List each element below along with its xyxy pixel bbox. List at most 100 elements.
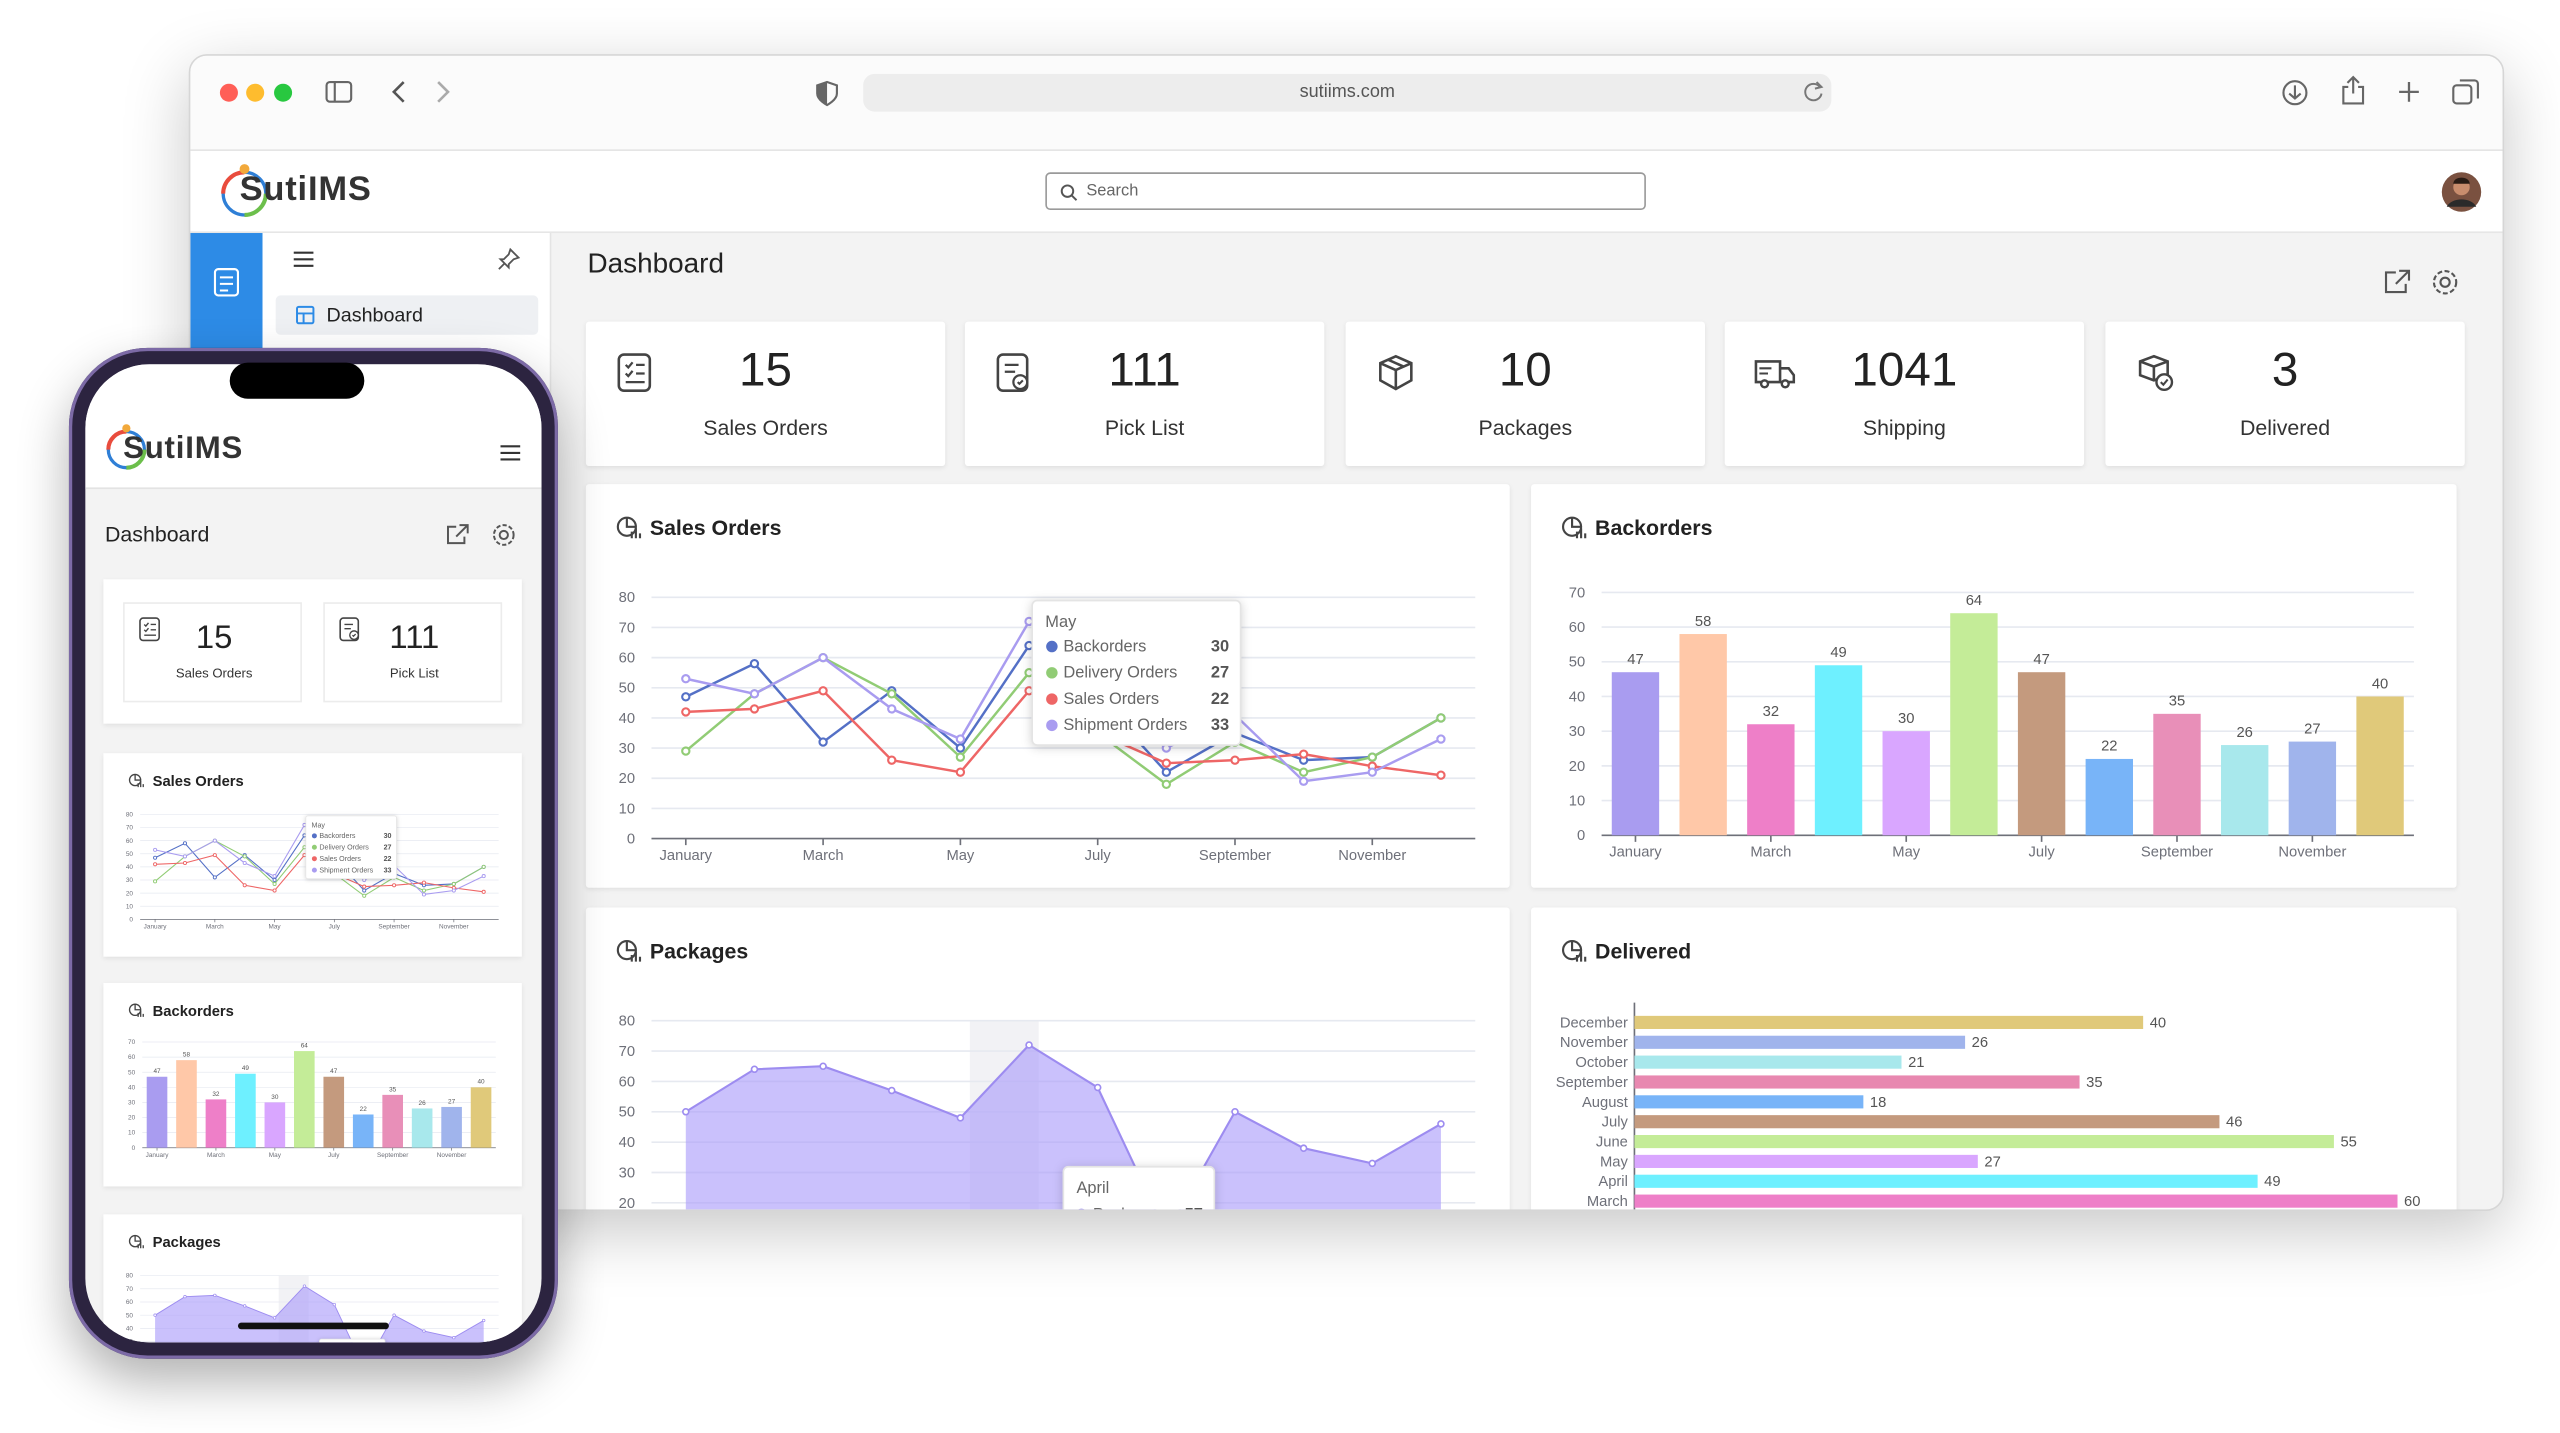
bar-value-label: 22	[360, 1106, 368, 1113]
home-indicator	[237, 1322, 389, 1330]
chart: 0 10 20 30 40 50 60 70 80 January March May July Sept…	[126, 812, 499, 931]
x-tick-label: March	[206, 924, 224, 931]
zoom-button[interactable]	[274, 83, 293, 102]
kpi-card[interactable]: 3 Delivered	[2105, 321, 2465, 467]
y-tick-label: 70	[619, 1044, 635, 1060]
data-point	[1161, 767, 1172, 777]
data-point	[681, 746, 691, 756]
x-tick-label: March	[803, 848, 844, 864]
settings-button[interactable]	[2430, 267, 2460, 297]
icon	[1561, 940, 1587, 962]
sidebar-toggle[interactable]	[325, 80, 355, 105]
minimize-button[interactable]	[246, 83, 265, 102]
bar-value-label: 58	[1695, 614, 1711, 630]
data-point	[212, 875, 217, 880]
chart-title: Delivered	[1595, 938, 1692, 964]
data-point	[955, 734, 966, 744]
logo-text[interactable]: SutiIMS	[239, 170, 372, 209]
bar-value-label: 40	[2372, 676, 2388, 692]
bar-value-label: 35	[2169, 694, 2185, 710]
data-point	[392, 883, 397, 888]
kpi-card[interactable]: 111 Pick List	[323, 602, 503, 703]
data-point	[681, 674, 691, 684]
forward-button[interactable]	[433, 80, 453, 103]
y-tick-label: 50	[619, 681, 635, 697]
data-point	[332, 1302, 336, 1307]
close-button[interactable]	[219, 83, 238, 102]
y-tick-label: 80	[619, 1014, 635, 1030]
kpi-card[interactable]: 111 Pick List	[964, 321, 1325, 467]
tooltip-value: 33	[1211, 716, 1229, 734]
nav-item[interactable]: Dashboard	[275, 295, 539, 335]
bar-value-label: 26	[1972, 1035, 1988, 1051]
bar	[470, 1087, 492, 1148]
y-tick-label: 10	[619, 801, 635, 817]
menu-button[interactable]	[499, 443, 522, 463]
new-tab-button[interactable]	[2398, 80, 2421, 103]
logo-text[interactable]: SutiIMS	[123, 431, 244, 467]
chart-card: Delivered December 40 November 26 October 21 Se…	[1531, 907, 2457, 1210]
tabs-overview-button[interactable]	[2452, 79, 2480, 107]
back-button[interactable]	[389, 80, 409, 103]
bar	[1634, 1095, 1864, 1109]
reload-button[interactable]	[1802, 80, 1825, 103]
bar	[2220, 745, 2269, 836]
chart-title: Packages	[152, 1234, 221, 1251]
data-point	[1231, 1108, 1239, 1116]
x-tick-label: September	[2141, 845, 2213, 861]
data-point	[887, 704, 897, 714]
y-tick-label: 0	[132, 1145, 136, 1152]
y-tick-label: 40	[1569, 689, 1585, 705]
export-button[interactable]	[445, 522, 471, 547]
data-point	[1367, 752, 1377, 762]
data-point	[302, 1284, 307, 1288]
bar	[264, 1102, 286, 1148]
y-tick-label: 30	[126, 1339, 134, 1343]
series-area	[685, 1044, 1441, 1210]
y-tick-label: 70	[128, 1039, 136, 1046]
y-tick-label: 40	[128, 1084, 136, 1091]
tooltip-title: May	[1045, 613, 1077, 631]
bar	[1634, 1154, 1978, 1168]
user-avatar[interactable]	[2440, 171, 2483, 214]
x-tick-label: November	[437, 1152, 467, 1159]
bar-value-label: 26	[2236, 725, 2252, 741]
menu-button[interactable]	[292, 249, 315, 269]
y-tick-label: 40	[126, 1326, 134, 1333]
data-point	[749, 704, 760, 714]
series-line	[154, 1285, 484, 1343]
y-tick-label: August	[1582, 1095, 1628, 1111]
kpi-value: 111	[389, 620, 440, 657]
x-tick-label: July	[1085, 848, 1112, 864]
address-bar[interactable]: sutiims.com	[863, 73, 1832, 112]
export-button[interactable]	[2383, 267, 2413, 295]
x-tick-label: July	[2028, 845, 2055, 861]
kpi-card[interactable]: 1041 Shipping	[1724, 321, 2085, 467]
settings-button[interactable]	[491, 522, 517, 548]
data-point	[421, 892, 426, 897]
x-tick-label: September	[1199, 848, 1271, 864]
rail-icon[interactable]	[213, 267, 240, 297]
search-box[interactable]: Search	[1045, 172, 1646, 211]
pin-button[interactable]	[497, 247, 521, 271]
tooltip	[1062, 1165, 1216, 1210]
y-tick-label: 20	[619, 771, 635, 787]
y-tick-label: 0	[627, 831, 635, 847]
x-tick-label: January	[146, 1152, 170, 1159]
kpi-card[interactable]: 10 Packages	[1345, 321, 1705, 467]
y-tick-label: 80	[126, 1273, 134, 1280]
tooltip-series: Backorders	[319, 832, 355, 840]
downloads-button[interactable]	[2281, 79, 2309, 107]
privacy-shield[interactable]	[816, 80, 839, 107]
kpi-value: 1041	[1851, 344, 1958, 398]
kpi-card[interactable]: 15 Sales Orders	[585, 321, 946, 467]
data-point	[1298, 749, 1309, 759]
tooltip	[1031, 599, 1242, 746]
icon	[1379, 354, 1413, 391]
bar-value-label: 32	[1763, 704, 1779, 720]
data-point	[242, 860, 247, 866]
kpi-card[interactable]: 15 Sales Orders	[123, 602, 302, 703]
tooltip-value: 33	[384, 866, 392, 874]
share-button[interactable]	[2340, 75, 2366, 106]
